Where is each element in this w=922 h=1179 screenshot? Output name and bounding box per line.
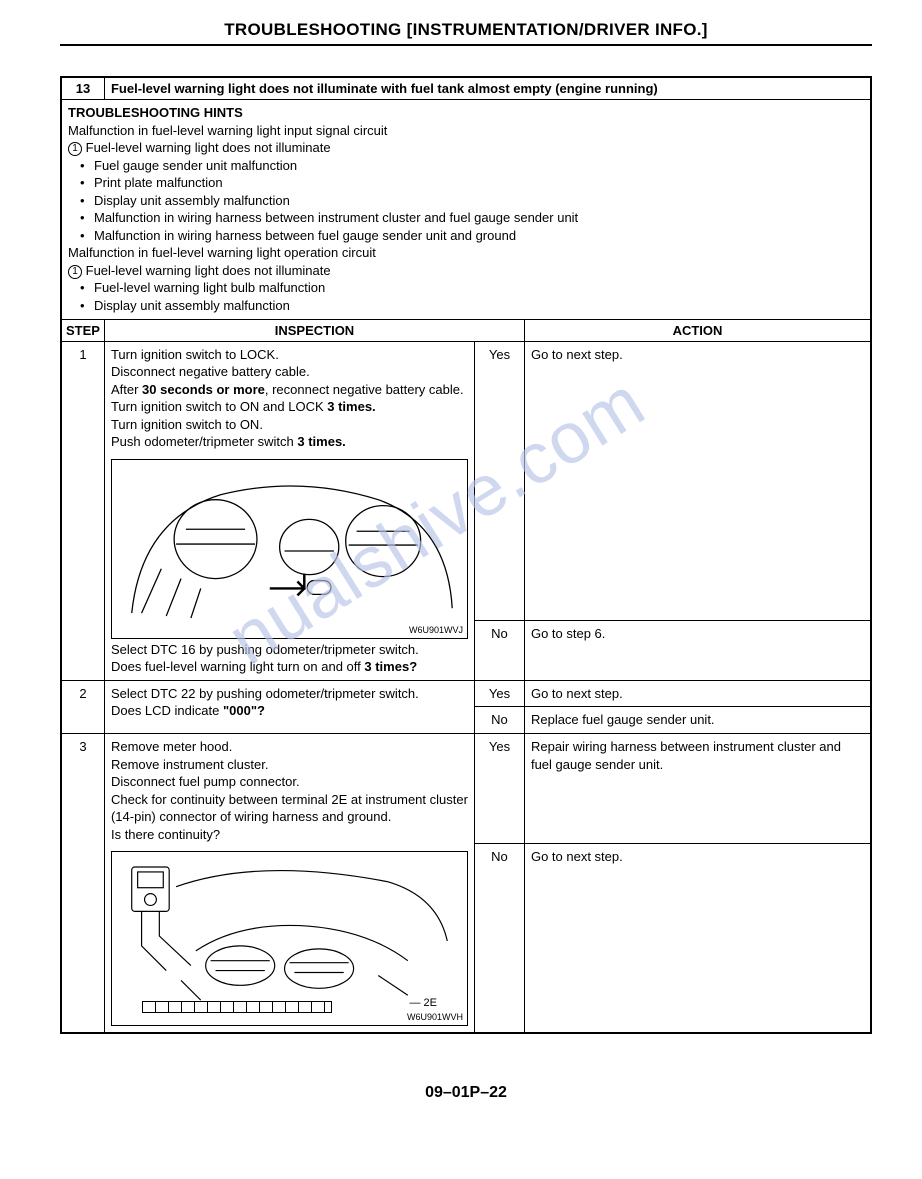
inspection-text: Select DTC 16 by pushing odometer/tripme… — [111, 641, 468, 659]
inspection-text: Is there continuity? — [111, 826, 468, 844]
hints-cell: TROUBLESHOOTING HINTS Malfunction in fue… — [61, 100, 871, 320]
answer-no: No — [474, 620, 524, 680]
inspection-text: Disconnect negative battery cable. — [111, 363, 468, 381]
col-inspection: INSPECTION — [104, 319, 524, 341]
dashboard-svg — [112, 460, 467, 638]
inspection-cell: Remove meter hood. Remove instrument clu… — [104, 734, 474, 1034]
inspection-text: Turn ignition switch to LOCK. — [111, 346, 468, 364]
inspection-cell: Turn ignition switch to LOCK. Disconnect… — [104, 341, 474, 680]
step-number: 3 — [61, 734, 104, 1034]
action-cell: Go to step 6. — [524, 620, 871, 680]
hints-item: Fuel-level warning light bulb malfunctio… — [94, 279, 864, 297]
action-cell: Go to next step. — [524, 341, 871, 620]
symptom-number: 13 — [61, 77, 104, 100]
answer-no: No — [474, 707, 524, 734]
diagram-code: W6U901WVJ — [409, 624, 463, 636]
table-header-row: STEP INSPECTION ACTION — [61, 319, 871, 341]
inspection-text: Does LCD indicate "000"? — [111, 702, 468, 720]
action-cell: Replace fuel gauge sender unit. — [524, 707, 871, 734]
hints-group-title: 1 Fuel-level warning light does not illu… — [68, 262, 864, 280]
hints-list: Fuel-level warning light bulb malfunctio… — [68, 279, 864, 314]
answer-yes: Yes — [474, 734, 524, 844]
symptom-title-row: 13 Fuel-level warning light does not ill… — [61, 77, 871, 100]
diagram-multimeter: — 2E W6U901WVH — [111, 851, 468, 1026]
hints-heading: TROUBLESHOOTING HINTS — [68, 104, 864, 122]
answer-yes: Yes — [474, 341, 524, 620]
inspection-text: Select DTC 22 by pushing odometer/tripme… — [111, 685, 468, 703]
hints-group-title: 1 Fuel-level warning light does not illu… — [68, 139, 864, 157]
connector-strip-icon — [142, 1001, 332, 1013]
page: TROUBLESHOOTING [INSTRUMENTATION/DRIVER … — [0, 0, 922, 1142]
symptom-title: Fuel-level warning light does not illumi… — [104, 77, 871, 100]
troubleshooting-table: 13 Fuel-level warning light does not ill… — [60, 76, 872, 1034]
hints-item: Malfunction in wiring harness between fu… — [94, 227, 864, 245]
hints-item: Print plate malfunction — [94, 174, 864, 192]
inspection-text: Push odometer/tripmeter switch 3 times. — [111, 433, 468, 451]
action-cell: Repair wiring harness between instrument… — [524, 734, 871, 844]
inspection-text: Turn ignition switch to ON and LOCK 3 ti… — [111, 398, 468, 416]
hints-line: Malfunction in fuel-level warning light … — [68, 122, 864, 140]
table-row: 3 Remove meter hood. Remove instrument c… — [61, 734, 871, 844]
inspection-text: Check for continuity between terminal 2E… — [111, 791, 468, 826]
answer-yes: Yes — [474, 680, 524, 707]
inspection-text: After 30 seconds or more, reconnect nega… — [111, 381, 468, 399]
circled-one-icon: 1 — [68, 142, 82, 156]
hints-row: TROUBLESHOOTING HINTS Malfunction in fue… — [61, 100, 871, 320]
diagram-code: W6U901WVH — [407, 1011, 463, 1023]
col-step: STEP — [61, 319, 104, 341]
hints-item: Fuel gauge sender unit malfunction — [94, 157, 864, 175]
diagram-dashboard: W6U901WVJ — [111, 459, 468, 639]
col-action: ACTION — [524, 319, 871, 341]
action-cell: Go to next step. — [524, 843, 871, 1033]
step-number: 1 — [61, 341, 104, 680]
inspection-text: Remove meter hood. — [111, 738, 468, 756]
page-number: 09–01P–22 — [60, 1084, 872, 1102]
answer-no: No — [474, 843, 524, 1033]
hints-line: Malfunction in fuel-level warning light … — [68, 244, 864, 262]
step-number: 2 — [61, 680, 104, 733]
table-row: 1 Turn ignition switch to LOCK. Disconne… — [61, 341, 871, 620]
action-cell: Go to next step. — [524, 680, 871, 707]
hints-item: Display unit assembly malfunction — [94, 297, 864, 315]
inspection-cell: Select DTC 22 by pushing odometer/tripme… — [104, 680, 474, 733]
inspection-text: Disconnect fuel pump connector. — [111, 773, 468, 791]
inspection-text: Turn ignition switch to ON. — [111, 416, 468, 434]
pin-label: — 2E — [409, 996, 437, 1011]
inspection-text: Does fuel-level warning light turn on an… — [111, 658, 468, 676]
hints-item: Malfunction in wiring harness between in… — [94, 209, 864, 227]
table-row: 2 Select DTC 22 by pushing odometer/trip… — [61, 680, 871, 707]
hints-item: Display unit assembly malfunction — [94, 192, 864, 210]
circled-one-icon: 1 — [68, 265, 82, 279]
page-header: TROUBLESHOOTING [INSTRUMENTATION/DRIVER … — [60, 20, 872, 46]
inspection-text: Remove instrument cluster. — [111, 756, 468, 774]
hints-list: Fuel gauge sender unit malfunction Print… — [68, 157, 864, 245]
